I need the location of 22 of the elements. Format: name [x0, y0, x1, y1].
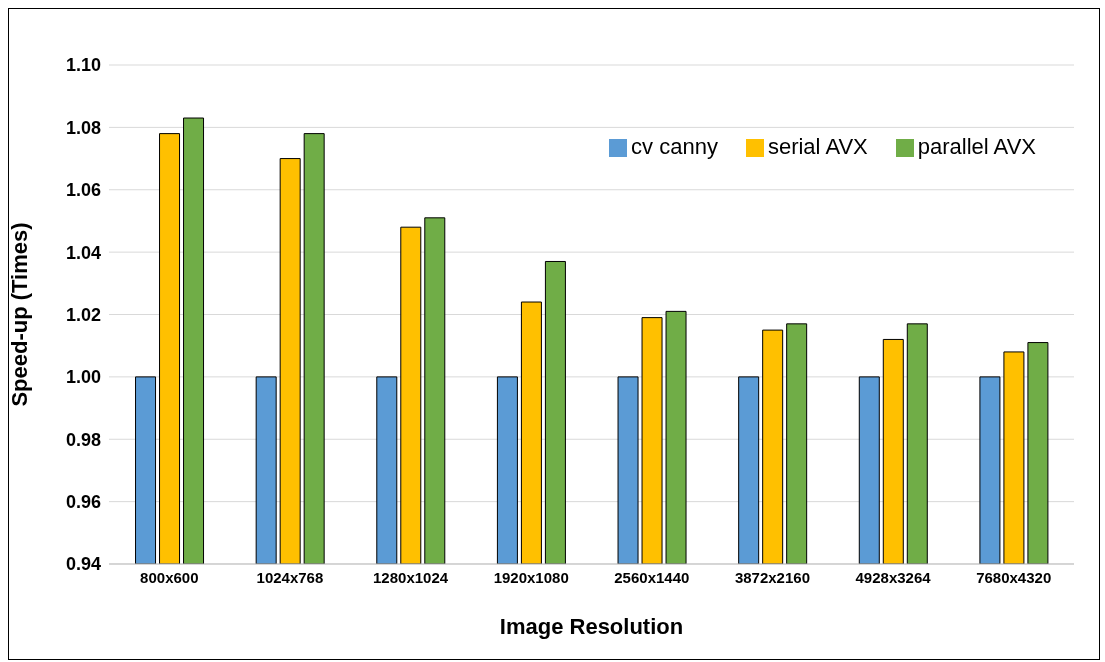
- x-tick-label: 4928x3264: [855, 568, 932, 586]
- x-tick-label: 7680x4320: [976, 568, 1052, 586]
- y-axis-title: Speed-up (Times): [6, 222, 32, 407]
- legend-label: parallel AVX: [917, 134, 1036, 159]
- y-tick-label: 1.04: [65, 242, 101, 263]
- x-tick-label: 1024x768: [256, 568, 324, 586]
- x-tick-label: 800x600: [140, 568, 199, 586]
- y-tick-label: 0.98: [65, 429, 101, 450]
- y-tick-label: 1.00: [65, 367, 101, 388]
- y-tick-label: 1.10: [65, 55, 101, 76]
- x-tick-label: 3872x2160: [734, 568, 810, 586]
- x-tick-label: 1920x1080: [493, 568, 569, 586]
- x-axis-title: Image Resolution: [499, 614, 684, 639]
- legend-label: cv canny: [631, 134, 718, 159]
- legend-label: serial AVX: [767, 134, 868, 159]
- y-tick-label: 1.08: [65, 117, 101, 138]
- x-tick-label: 2560x1440: [614, 568, 690, 586]
- y-tick-label: 0.96: [65, 492, 101, 513]
- y-tick-label: 0.94: [65, 554, 101, 575]
- y-tick-label: 1.06: [65, 180, 101, 201]
- y-tick-label: 1.02: [65, 304, 101, 325]
- x-tick-label: 1280x1024: [373, 568, 449, 586]
